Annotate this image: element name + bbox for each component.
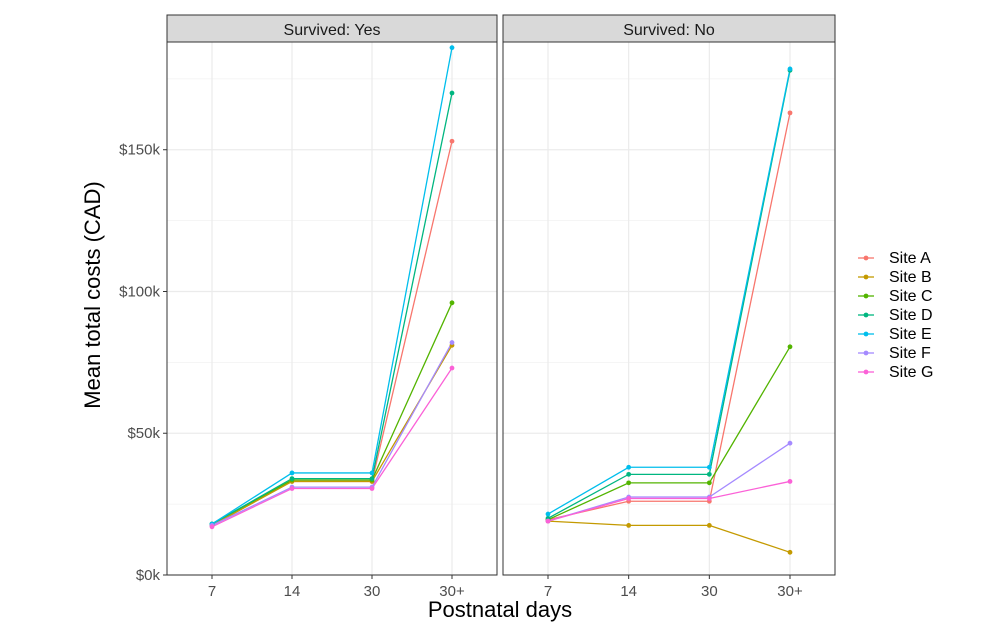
data-point [706, 464, 712, 470]
data-point [545, 518, 551, 524]
data-point [449, 45, 455, 51]
series-line [211, 345, 453, 526]
x-tick-label: 14 [620, 583, 637, 600]
data-point [787, 344, 793, 350]
legend-key-point [863, 312, 869, 318]
data-point [626, 522, 632, 528]
legend-label: Site G [889, 364, 933, 381]
panel-border [166, 41, 498, 576]
panel-border [502, 41, 836, 576]
x-tick-label: 30+ [439, 583, 465, 600]
series-line [547, 70, 791, 519]
y-tick-label: $100k [119, 283, 160, 300]
data-point [787, 549, 793, 555]
data-point [369, 476, 375, 482]
panel-background [503, 42, 835, 575]
legend-label: Site B [889, 269, 932, 286]
data-point [545, 511, 551, 517]
data-point [369, 486, 375, 491]
series-line [547, 480, 791, 522]
x-tick-label: 7 [544, 583, 552, 600]
series-line [211, 342, 453, 526]
series-line [211, 92, 453, 525]
series-line [547, 442, 791, 522]
x-tick-label: 14 [284, 583, 301, 600]
facet-strip-label: Survived: No [623, 22, 715, 39]
series-line [547, 68, 791, 515]
data-point [289, 470, 295, 476]
data-point [787, 440, 793, 446]
data-point [787, 110, 793, 116]
legend-label: Site D [889, 307, 933, 324]
y-tick-label: $50k [127, 425, 160, 442]
series-line [211, 47, 453, 525]
facet-strip-label: Survived: Yes [284, 22, 381, 39]
data-point [449, 90, 455, 96]
x-axis-title: Postnatal days [428, 597, 572, 622]
series-line [547, 346, 791, 521]
legend-label: Site F [889, 345, 931, 362]
data-point [369, 470, 375, 476]
data-point [449, 340, 455, 345]
data-point [787, 479, 793, 484]
legend-key-point [863, 369, 869, 375]
data-point [209, 524, 215, 530]
y-axis-title: Mean total costs (CAD) [80, 181, 105, 408]
series-line [547, 112, 791, 521]
y-tick-label: $0k [136, 567, 161, 584]
data-point [289, 486, 295, 491]
series-line [547, 520, 791, 553]
data-point [706, 496, 712, 501]
data-point [626, 464, 632, 470]
y-tick-label: $150k [119, 142, 160, 159]
legend-key-point [863, 331, 869, 337]
facet-strip [502, 14, 836, 43]
data-point [706, 480, 712, 486]
x-tick-label: 7 [208, 583, 216, 600]
legend-label: Site A [889, 250, 931, 267]
data-point [706, 522, 712, 528]
legend-key-point [863, 293, 869, 299]
legend-label: Site C [889, 288, 933, 305]
legend-key-point [863, 255, 869, 261]
data-point [626, 471, 632, 477]
x-tick-label: 30+ [777, 583, 803, 600]
data-point [706, 471, 712, 477]
x-tick-label: 30 [364, 583, 381, 600]
facet-strip [166, 14, 498, 43]
data-point [626, 480, 632, 486]
panel-background [167, 42, 497, 575]
data-point [626, 496, 632, 501]
data-point [449, 300, 455, 306]
x-tick-label: 30 [701, 583, 718, 600]
data-point [787, 66, 793, 72]
data-point [449, 138, 455, 144]
data-point [289, 476, 295, 482]
legend-key-point [863, 350, 869, 356]
legend-label: Site E [889, 326, 932, 343]
series-line [211, 367, 453, 528]
legend-key-point [863, 274, 869, 280]
data-point [449, 365, 455, 371]
